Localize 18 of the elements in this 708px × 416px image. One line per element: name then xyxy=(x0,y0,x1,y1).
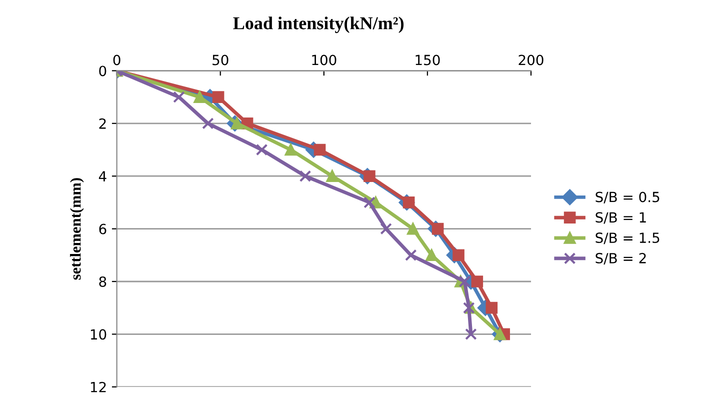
chart-title: Load intensity(kN/m²) xyxy=(233,16,404,34)
legend-label: S/B = 1.5 xyxy=(596,232,660,244)
x-tick-label: 0 xyxy=(113,54,120,66)
y-tick-label: 0 xyxy=(99,66,106,76)
y-tick-label: 2 xyxy=(99,118,106,129)
legend-label: S/B = 1 xyxy=(596,212,646,224)
y-tick-label: 10 xyxy=(90,329,106,340)
y-tick-label: 12 xyxy=(90,382,106,392)
y-tick-label: 8 xyxy=(99,276,106,287)
y-tick-label: 4 xyxy=(98,171,106,182)
x-tick-label: 100 xyxy=(312,54,336,66)
y-axis-title: settlement(mm) xyxy=(70,178,84,280)
x-tick-label: 200 xyxy=(518,54,544,66)
legend-label: S/B = 0.5 xyxy=(596,192,660,204)
x-tick-label: 150 xyxy=(416,54,440,66)
y-tick-label: 6 xyxy=(99,224,106,234)
legend-label: S/B = 2 xyxy=(596,252,646,264)
x-tick-label: 50 xyxy=(212,54,228,66)
